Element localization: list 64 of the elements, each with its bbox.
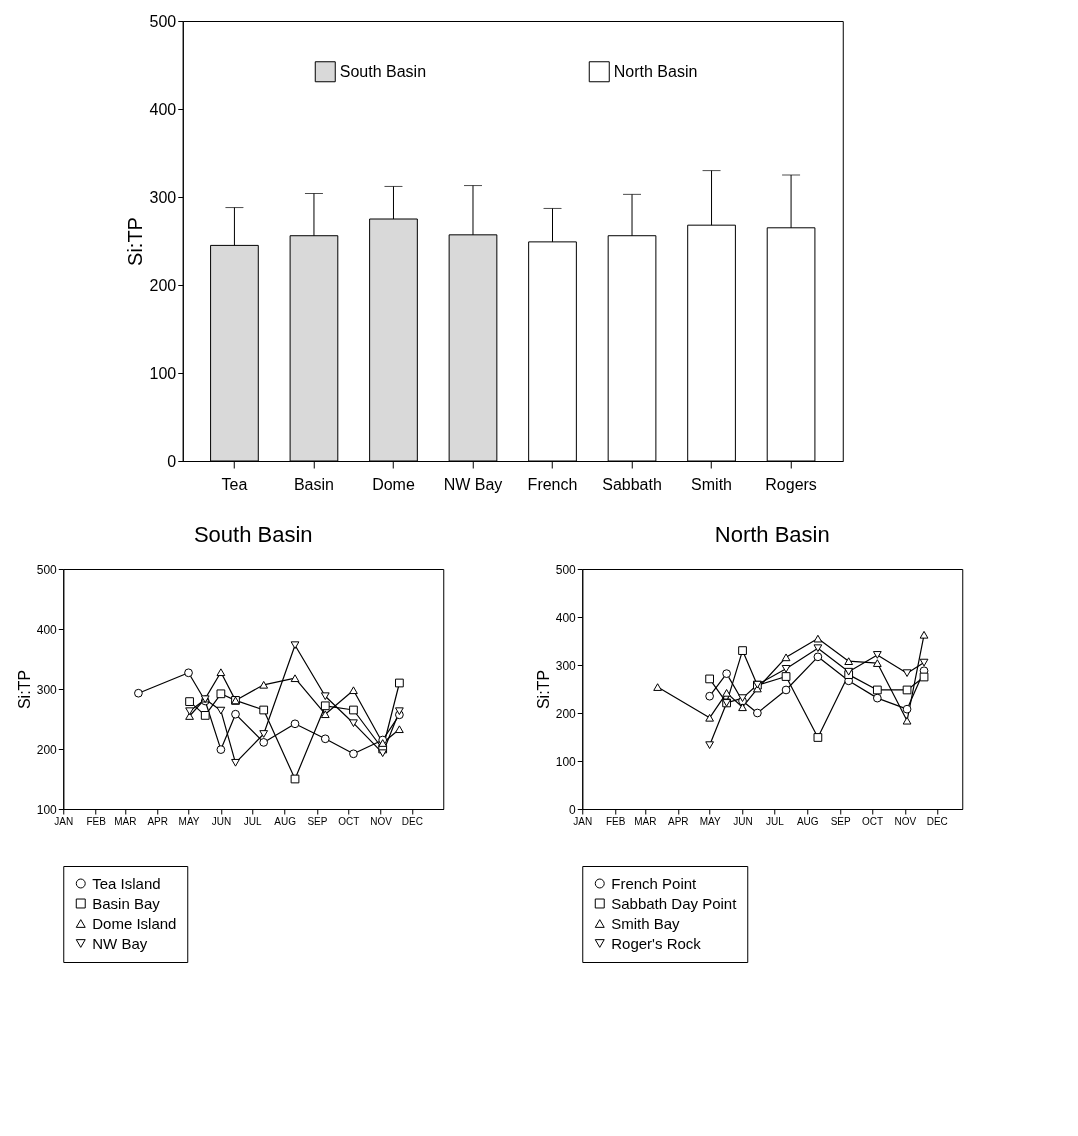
chart-title: South Basin <box>193 522 313 547</box>
x-tick-label: AUG <box>274 815 297 827</box>
x-tick-label: NOV <box>894 815 917 827</box>
y-tick-label: 200 <box>36 742 58 757</box>
x-tick-label: Sabbath <box>602 475 662 493</box>
y-tick-label: 200 <box>149 276 177 294</box>
x-tick-label: DEC <box>401 815 423 827</box>
x-tick-label: OCT <box>861 815 884 827</box>
y-axis-title: Si:TP <box>15 669 33 710</box>
x-tick-label: JUN <box>733 815 753 827</box>
legend-label: Tea Island <box>92 874 161 892</box>
x-tick-label: JAN <box>573 815 593 827</box>
legend-label: Basin Bay <box>92 894 161 912</box>
x-tick-label: Tea <box>221 475 248 493</box>
x-tick-label: AUG <box>796 815 819 827</box>
y-tick-label: 200 <box>555 706 577 721</box>
y-tick-label: 100 <box>555 754 577 769</box>
x-tick-label: OCT <box>338 815 360 827</box>
x-tick-label: APR <box>147 815 168 827</box>
y-tick-label: 300 <box>36 682 58 697</box>
x-tick-label: FEB <box>86 815 107 827</box>
x-tick-label: MAY <box>699 815 721 827</box>
y-tick-label: 0 <box>167 452 177 470</box>
x-tick-label: MAR <box>114 815 137 827</box>
x-tick-label: Basin <box>293 475 334 493</box>
chart-title: North Basin <box>714 522 830 547</box>
x-tick-label: DEC <box>926 815 948 827</box>
x-tick-label: SEP <box>307 815 328 827</box>
x-tick-label: SEP <box>830 815 852 827</box>
x-tick-label: Dome <box>372 475 415 493</box>
y-tick-label: 500 <box>36 562 58 577</box>
y-tick-label: 400 <box>149 100 177 118</box>
x-tick-label: FEB <box>605 815 626 827</box>
x-tick-label: JUL <box>243 815 263 827</box>
x-tick-label: Smith <box>691 475 732 493</box>
y-tick-label: 300 <box>149 188 177 206</box>
legend-label: North Basin <box>613 62 698 80</box>
y-tick-label: 300 <box>555 658 577 673</box>
y-tick-label: 400 <box>36 622 58 637</box>
legend-label: Sabbath Day Point <box>611 894 738 912</box>
y-tick-label: 500 <box>149 12 177 30</box>
x-tick-label: MAY <box>178 815 200 827</box>
y-tick-label: 100 <box>149 364 177 382</box>
x-tick-label: MAR <box>634 815 657 827</box>
x-tick-label: JUL <box>765 815 785 827</box>
legend-label: Smith Bay <box>611 914 681 932</box>
legend-label: South Basin <box>339 62 427 80</box>
y-tick-label: 100 <box>36 802 58 817</box>
legend-label: French Point <box>611 874 698 892</box>
x-tick-label: APR <box>668 815 689 827</box>
legend-label: Dome Island <box>92 914 177 932</box>
x-tick-label: NW Bay <box>443 475 503 493</box>
y-axis-title: Si:TP <box>534 669 552 710</box>
x-tick-label: French <box>527 475 578 493</box>
x-tick-label: JUN <box>211 815 232 827</box>
legend-label: Roger's Rock <box>611 934 702 952</box>
y-tick-label: 500 <box>555 562 577 577</box>
legend-label: NW Bay <box>92 934 148 952</box>
x-tick-label: NOV <box>370 815 393 827</box>
y-axis-title: Si:TP <box>123 217 146 266</box>
y-tick-label: 0 <box>569 802 577 817</box>
x-tick-label: Rogers <box>765 475 817 493</box>
y-tick-label: 400 <box>555 610 577 625</box>
x-tick-label: JAN <box>54 815 74 827</box>
